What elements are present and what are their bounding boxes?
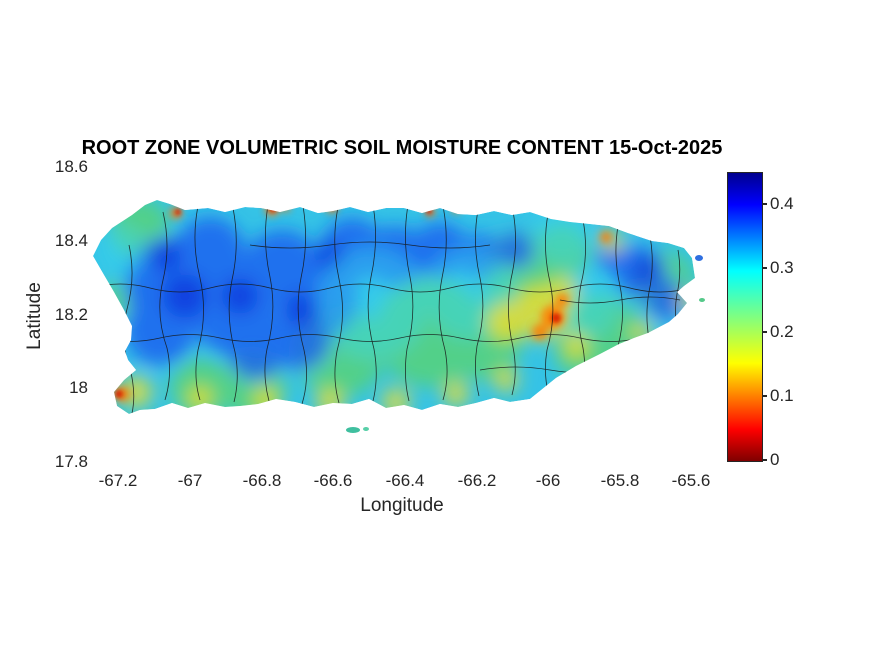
- colorbar-tick-label: 0.4: [770, 194, 794, 213]
- colorbar-tick-mark: [762, 203, 767, 205]
- x-tick-label: -65.6: [671, 471, 711, 490]
- x-tick-label: -66.8: [242, 471, 282, 490]
- x-tick-label: -67.2: [98, 471, 138, 490]
- colorbar-tick-mark: [762, 267, 767, 269]
- colorbar-tick-label: 0.1: [770, 386, 794, 405]
- y-tick-label: 17.8: [54, 452, 88, 471]
- x-tick-label: -67: [177, 471, 203, 490]
- colorbar-gradient: [727, 172, 763, 462]
- x-tick-label: -66.2: [457, 471, 497, 490]
- municipality-boundaries: [93, 204, 691, 414]
- y-tick-label: 18: [69, 378, 88, 397]
- colorbar-tick-mark: [762, 459, 767, 461]
- colorbar-tick-mark: [762, 395, 767, 397]
- y-tick-label: 18.2: [54, 305, 88, 324]
- offshore-islets: [346, 255, 705, 433]
- y-tick-label: 18.6: [54, 157, 88, 176]
- x-tick-label: -65.8: [600, 471, 640, 490]
- x-tick-label: -66.6: [313, 471, 353, 490]
- colorbar-tick-mark: [762, 331, 767, 333]
- x-axis-label: Longitude: [360, 495, 444, 516]
- y-tick-label: 18.4: [54, 231, 88, 250]
- moisture-raster: [93, 200, 695, 414]
- x-tick-label: -66.4: [385, 471, 425, 490]
- colorbar-tick-label: 0.3: [770, 258, 794, 277]
- colorbar-tick-label: 0.2: [770, 322, 794, 341]
- colorbar-tick-label: 0: [770, 450, 780, 469]
- x-tick-label: -66: [535, 471, 561, 490]
- figure-title: ROOT ZONE VOLUMETRIC SOIL MOISTURE CONTE…: [81, 137, 723, 159]
